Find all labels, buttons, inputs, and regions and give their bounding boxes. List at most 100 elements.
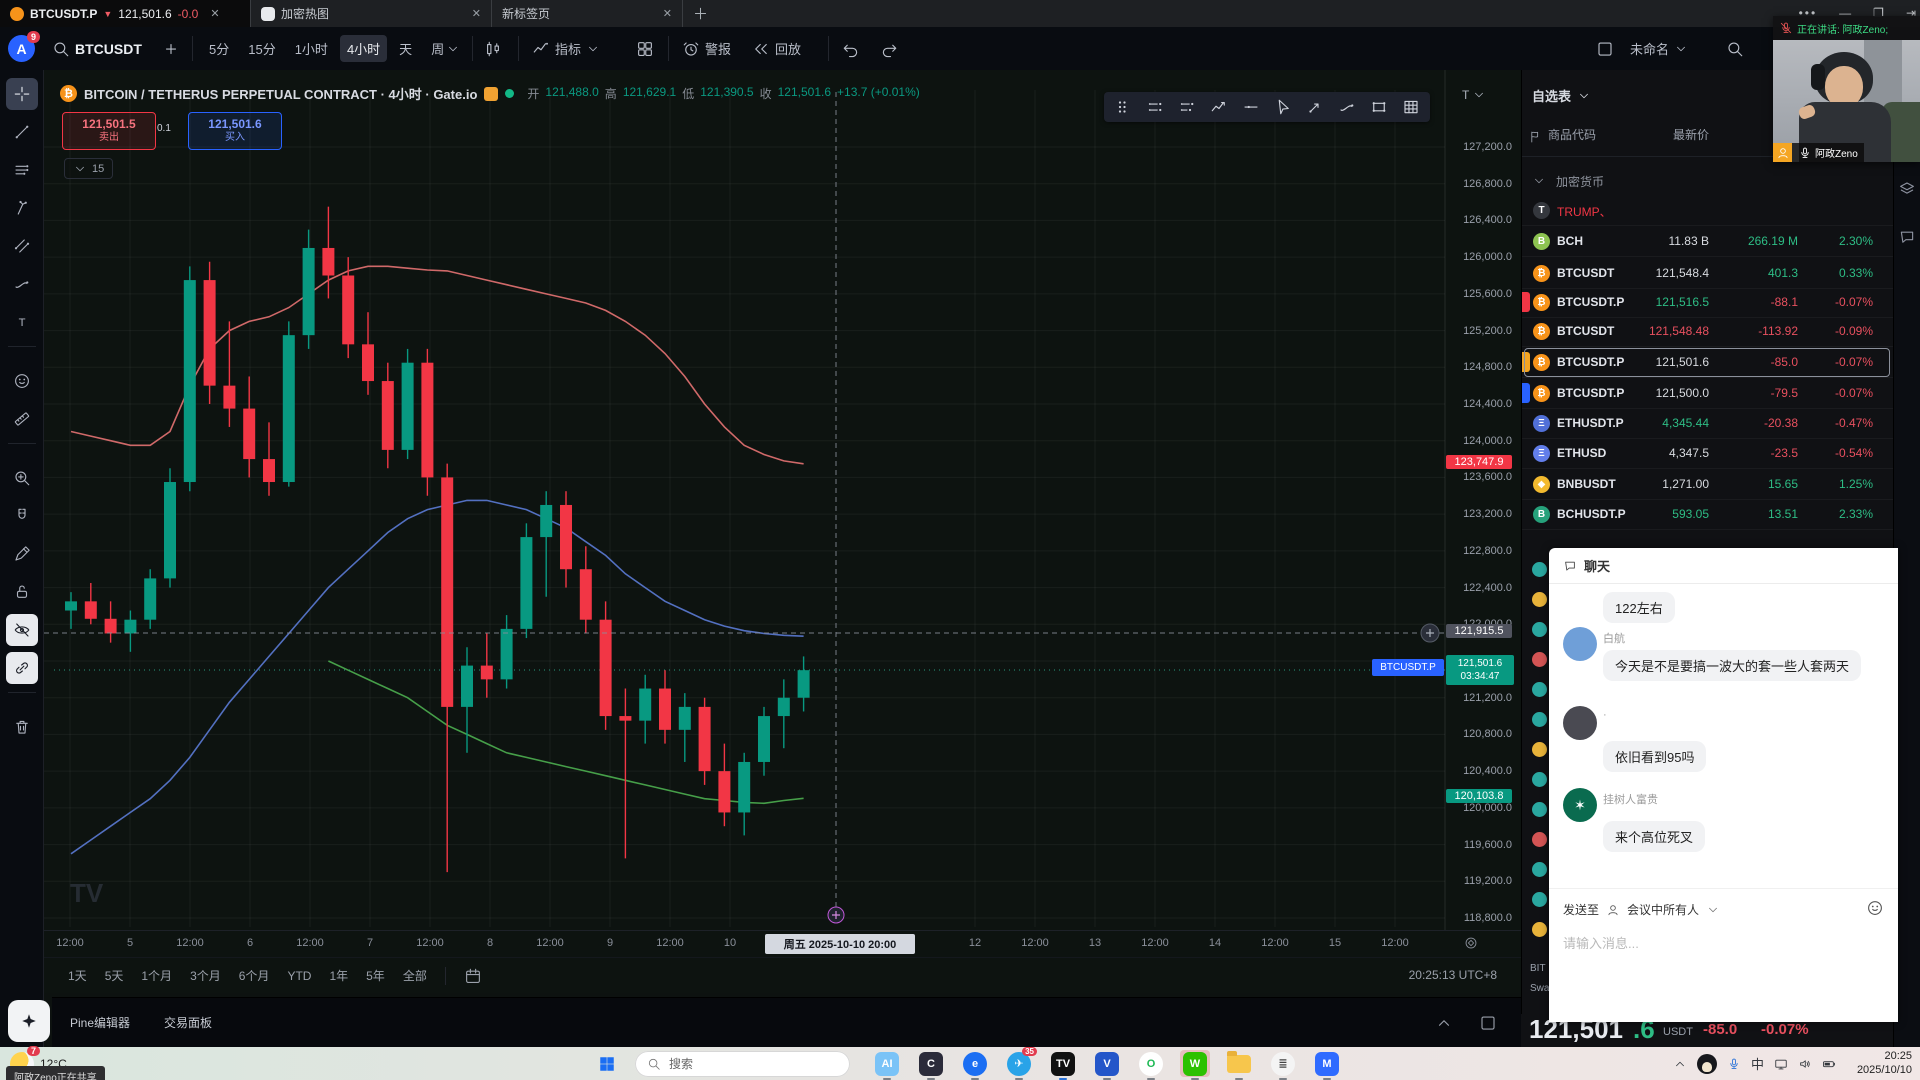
zigzag-tool[interactable]	[1204, 94, 1234, 120]
ai-browser-icon[interactable]: AI	[872, 1050, 902, 1080]
volume-icon[interactable]	[1798, 1057, 1812, 1071]
browser-tab-heatmap[interactable]: 加密热图 ✕	[251, 0, 492, 27]
watchlist-row-ETHUSDT.P[interactable]: Ξ ETHUSDT.P 4,345.44 -20.38 -0.47%	[1522, 409, 1894, 439]
drawing-mode-tool[interactable]	[6, 538, 38, 570]
crosshair-tool[interactable]	[5, 78, 38, 110]
quick-search-button[interactable]	[1726, 27, 1744, 70]
range-1年[interactable]: 1年	[329, 969, 349, 983]
watchlist-title[interactable]: 自选表	[1532, 86, 1591, 105]
symbol-search[interactable]: BTCUSDT	[52, 27, 142, 70]
chart-area[interactable]	[44, 70, 1521, 960]
restore-icon[interactable]: ❐	[1873, 6, 1884, 20]
webcam-overlay[interactable]: 正在讲话: 阿政Zeno; 阿政Zeno	[1773, 16, 1920, 162]
watchlist-row-BCH[interactable]: B BCH 11.83 B 266.19 M 2.30%	[1522, 227, 1894, 257]
arrowmark-tool[interactable]	[1300, 94, 1330, 120]
chart-title[interactable]: BITCOIN / TETHERUS PERPETUAL CONTRACT · …	[84, 87, 478, 102]
undo-button[interactable]	[842, 27, 860, 70]
taskbar-clock[interactable]: 20:25 2025/10/10	[1856, 1049, 1912, 1076]
watchlist-group[interactable]: 加密货币	[1522, 166, 1894, 196]
edge-icon[interactable]: e	[960, 1050, 990, 1080]
browser-tab-newtab[interactable]: 新标签页 ✕	[492, 0, 683, 27]
browser-tab-chart[interactable]: BTCUSDT.P ▼ 121,501.6 -0.0 ✕	[0, 0, 251, 27]
taskbar-search[interactable]: 搜索	[635, 1050, 850, 1077]
emoji-tool[interactable]	[6, 365, 38, 397]
timeframe-1小时[interactable]: 1小时	[294, 42, 328, 57]
green-ring-icon[interactable]: O	[1136, 1050, 1166, 1080]
watchlist-row-BCHUSDT.P[interactable]: B BCHUSDT.P 593.05 13.51 2.33%	[1522, 500, 1894, 530]
qq-icon[interactable]	[1696, 1053, 1717, 1074]
watchlist-row-BTCUSDT[interactable]: ₿ BTCUSDT 121,548.48 -113.92 -0.09%	[1522, 317, 1894, 347]
chat-panel-icon[interactable]	[1898, 228, 1916, 246]
candlestick-chart[interactable]: TV	[44, 70, 1521, 930]
axis-settings-icon[interactable]	[1464, 936, 1478, 950]
timeframe-周[interactable]: 周	[431, 42, 445, 57]
tab-trade-panel[interactable]: 交易面板	[164, 1016, 213, 1030]
collapsed-pane-toggle[interactable]: 15	[64, 158, 114, 179]
sync-drawings-tool[interactable]	[5, 652, 38, 684]
range-1个月[interactable]: 1个月	[141, 969, 173, 983]
watchlist-row-BNBUSDT[interactable]: ◆ BNBUSDT 1,271.00 15.65 1.25%	[1522, 470, 1894, 500]
watchlist-panel-icon[interactable]	[1898, 180, 1916, 198]
range-5年[interactable]: 5年	[366, 969, 385, 983]
save-layout-button[interactable]	[1596, 27, 1614, 70]
watchlist-row-TRUMP[interactable]: T TRUMP、	[1522, 196, 1894, 226]
hide-drawings-tool[interactable]	[5, 614, 38, 646]
indicators-button[interactable]: 指标	[532, 27, 600, 70]
text-tool-quick[interactable]: T	[1462, 88, 1486, 102]
raya-tool[interactable]	[1140, 94, 1170, 120]
white-app-icon[interactable]: ≣	[1268, 1050, 1298, 1080]
m-app-icon[interactable]: M	[1312, 1050, 1342, 1080]
send-to-value[interactable]: 会议中所有人	[1627, 903, 1700, 917]
lock-drawings-tool[interactable]	[6, 576, 38, 608]
calendar-icon[interactable]	[464, 967, 482, 985]
tab-pine-editor[interactable]: Pine编辑器	[70, 1016, 131, 1030]
tab-close-icon[interactable]: ✕	[662, 8, 672, 20]
alert-button[interactable]: 警报	[682, 27, 731, 70]
brush-tool[interactable]	[6, 268, 38, 300]
time-axis[interactable]: 周五 2025-10-10 20:00 12:00 5 12:00 6 12:00 7 12…	[44, 930, 1521, 958]
remove-drawings-tool[interactable]	[6, 711, 38, 743]
tray-expand-icon[interactable]	[1673, 1057, 1687, 1071]
redo-button[interactable]	[880, 27, 898, 70]
magnet-tool[interactable]	[6, 500, 38, 532]
sell-button[interactable]: 121,501.5 卖出	[62, 112, 156, 150]
timeframe-天[interactable]: 天	[399, 42, 413, 57]
watchlist-row-ETHUSD[interactable]: Ξ ETHUSD 4,347.5 -23.5 -0.54%	[1522, 439, 1894, 469]
emoji-picker-icon[interactable]	[1866, 899, 1884, 917]
v-app-icon[interactable]: V	[1092, 1050, 1122, 1080]
range-5天[interactable]: 5天	[104, 969, 124, 983]
range-YTD[interactable]: YTD	[287, 968, 312, 983]
range-1天[interactable]: 1天	[68, 969, 87, 983]
brush-tool[interactable]	[1332, 94, 1362, 120]
wechat-icon[interactable]: W	[1180, 1050, 1210, 1080]
expand-panel-icon[interactable]	[1435, 1014, 1453, 1032]
watchlist-row-BTCUSDT[interactable]: ₿ BTCUSDT 121,548.4 401.3 0.33%	[1522, 259, 1894, 289]
timeframe-5分[interactable]: 5分	[209, 42, 230, 57]
dragdots-tool[interactable]	[1108, 94, 1138, 120]
text-tool[interactable]: T	[6, 306, 38, 338]
tab-send-icon[interactable]: ⇥	[1905, 6, 1916, 20]
tradingview-icon[interactable]: TV	[1048, 1050, 1078, 1080]
timeframe-4小时[interactable]: 4小时	[339, 35, 388, 62]
compare-add-button[interactable]	[162, 27, 180, 70]
zoom-in-tool[interactable]	[6, 462, 38, 494]
chevron-down-icon[interactable]	[1706, 903, 1720, 917]
watchlist-row-BTCUSDT.P[interactable]: ₿ BTCUSDT.P 121,500.0 -79.5 -0.07%	[1522, 379, 1894, 409]
watchlist-row-BTCUSDT.P[interactable]: ₿ BTCUSDT.P 121,501.6 -85.0 -0.07%	[1522, 348, 1894, 378]
range-6个月[interactable]: 6个月	[238, 969, 270, 983]
start-button[interactable]	[592, 1050, 622, 1077]
layout-name-button[interactable]: 未命名	[1630, 27, 1688, 70]
layout-grid-button[interactable]	[636, 27, 654, 70]
panel-layout-icon[interactable]	[1479, 1014, 1497, 1032]
tray-mic-icon[interactable]	[1727, 1057, 1741, 1071]
parallel-channel-tool[interactable]	[6, 230, 38, 262]
watchlist-row-BTCUSDT.P[interactable]: ₿ BTCUSDT.P 121,516.5 -88.1 -0.07%	[1522, 288, 1894, 318]
chat-input[interactable]: 请输入消息...	[1563, 936, 1639, 951]
recttool-tool[interactable]	[1364, 94, 1394, 120]
telegram-icon[interactable]: ✈ 35	[1004, 1046, 1037, 1080]
cast-icon[interactable]	[1774, 1057, 1788, 1071]
replay-button[interactable]: 回放	[752, 27, 801, 70]
tab-close-icon[interactable]: ✕	[210, 8, 220, 20]
rayb-tool[interactable]	[1172, 94, 1202, 120]
